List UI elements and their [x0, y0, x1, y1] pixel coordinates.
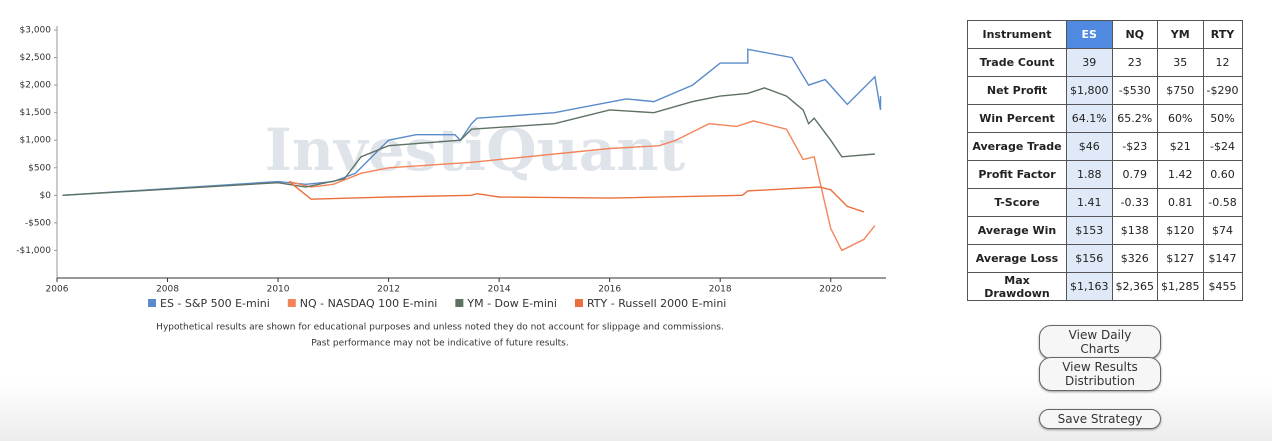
y-tick-label: $1,000 [20, 136, 52, 146]
y-tick-label: -$1,000 [16, 246, 51, 256]
legend-label: RTY - Russell 2000 E-mini [587, 297, 726, 310]
table-cell: 1.42 [1157, 160, 1204, 189]
legend-swatch [455, 299, 464, 307]
table-row: Average Trade $46 -$23 $21 -$24 [967, 132, 1243, 161]
table-cell: Average Trade [967, 132, 1067, 161]
table-cell: $326 [1111, 244, 1158, 273]
series-line [288, 120, 876, 252]
table-cell: $153 [1066, 216, 1113, 245]
table-cell: 39 [1066, 48, 1113, 77]
table-cell: $147 [1202, 244, 1243, 273]
table-cell: $2,365 [1111, 272, 1158, 301]
table-cell: 60% [1157, 104, 1204, 133]
table-cell: 0.81 [1157, 188, 1204, 217]
x-tick-label: 2016 [598, 285, 621, 295]
table-row: T-Score 1.41 -0.33 0.81 -0.58 [967, 188, 1243, 217]
table-cell: Average Win [967, 216, 1067, 245]
y-tick-label: $0 [40, 191, 52, 201]
table-cell: $1,800 [1066, 76, 1113, 105]
table-cell: 65.2% [1111, 104, 1158, 133]
series-line [62, 87, 875, 196]
x-tick-label: 2014 [488, 285, 511, 295]
chart: InvestiQuant -$1,000 -$500 $0 $500 $1,000 $1,… [16, 26, 886, 349]
table-row: Max Drawdown $1,163 $2,365 $1,285 $455 [967, 272, 1243, 301]
legend-label: ES - S&P 500 E-mini [160, 297, 270, 310]
button[interactable]: Save Strategy [1039, 409, 1161, 429]
table-cell: ES [1066, 20, 1113, 49]
table-cell: $1,285 [1157, 272, 1204, 301]
x-tick-label: 2018 [709, 285, 732, 295]
note: Past performance may not be indicative o… [311, 339, 568, 349]
table-cell: $750 [1157, 76, 1204, 105]
table-cell: NQ [1111, 20, 1158, 49]
table-cell: T-Score [967, 188, 1067, 217]
table-row: Instrument ES NQ YM RTY [967, 20, 1243, 49]
button[interactable]: View Results Distribution [1039, 357, 1161, 391]
table-cell: -0.58 [1202, 188, 1243, 217]
table-cell: -0.33 [1111, 188, 1158, 217]
y-tick-label: $2,000 [20, 81, 52, 91]
table-cell: $21 [1157, 132, 1204, 161]
x-tick-label: 2012 [377, 285, 400, 295]
table-cell: $455 [1202, 272, 1243, 301]
watermark: InvestiQuant [265, 116, 686, 184]
table-cell: $74 [1202, 216, 1243, 245]
table-row: Average Loss $156 $326 $127 $147 [967, 244, 1243, 273]
y-tick-label: $500 [28, 163, 51, 173]
table-cell: Net Profit [967, 76, 1067, 105]
table-cell: $46 [1066, 132, 1113, 161]
table-cell: YM [1157, 20, 1204, 49]
x-tick-label: 2020 [819, 285, 842, 295]
legend-label: NQ - NASDAQ 100 E-mini [300, 297, 438, 310]
table-cell: 0.60 [1202, 160, 1243, 189]
table-cell: 35 [1157, 48, 1204, 77]
table-cell: Instrument [967, 20, 1067, 49]
x-tick-label: 2006 [46, 285, 69, 295]
table-cell: $156 [1066, 244, 1113, 273]
stats-table: Instrument ES NQ YM RTY Trade Count 39 23 35 12 Ne… [967, 20, 1243, 301]
table-cell: -$290 [1202, 76, 1243, 105]
table-cell: $120 [1157, 216, 1204, 245]
table-cell: Average Loss [967, 244, 1067, 273]
legend-swatch [148, 299, 156, 307]
table-cell: -$530 [1111, 76, 1158, 105]
legend-swatch [574, 299, 583, 307]
y-tick-label: -$500 [25, 218, 51, 228]
table-cell: -$23 [1111, 132, 1158, 161]
table-row: Net Profit $1,800 -$530 $750 -$290 [967, 76, 1243, 105]
table-cell: 1.41 [1066, 188, 1113, 217]
table-row: Win Percent 64.1% 65.2% 60% 50% [967, 104, 1243, 133]
table-cell: Profit Factor [967, 160, 1067, 189]
table-cell: 64.1% [1066, 104, 1113, 133]
table-cell: 23 [1111, 48, 1158, 77]
table-row: Profit Factor 1.88 0.79 1.42 0.60 [967, 160, 1243, 189]
table-cell: 50% [1202, 104, 1243, 133]
table-cell: 1.88 [1066, 160, 1113, 189]
y-tick-label: $2,500 [20, 53, 52, 63]
x-tick-label: 2008 [156, 285, 179, 295]
table-cell: $138 [1111, 216, 1158, 245]
table-row: Average Win $153 $138 $120 $74 [967, 216, 1243, 245]
note: Hypothetical results are shown for educa… [156, 323, 724, 333]
legend-label: YM - Dow E-mini [466, 297, 557, 310]
y-tick-label: $1,500 [20, 108, 52, 118]
x-tick-label: 2010 [267, 285, 290, 295]
series-line [62, 48, 882, 196]
table-cell: $1,163 [1066, 272, 1113, 301]
y-tick-label: $3,000 [20, 26, 52, 36]
table-row: Trade Count 39 23 35 12 [967, 48, 1243, 77]
table-cell: 0.79 [1111, 160, 1158, 189]
table-cell: Max Drawdown [967, 272, 1067, 301]
table-cell: RTY [1202, 20, 1243, 49]
table-cell: 12 [1202, 48, 1243, 77]
table-cell: -$24 [1202, 132, 1243, 161]
button[interactable]: View Daily Charts [1039, 325, 1161, 359]
table-cell: Win Percent [967, 104, 1067, 133]
table-cell: $127 [1157, 244, 1204, 273]
table-cell: Trade Count [967, 48, 1067, 77]
legend-swatch [287, 299, 296, 307]
series-line [288, 181, 865, 213]
